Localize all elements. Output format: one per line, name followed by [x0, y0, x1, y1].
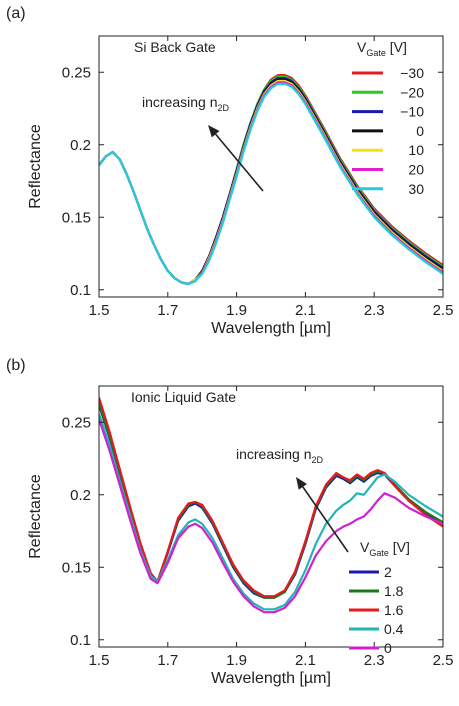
arrow-label: increasing n2D	[142, 94, 230, 113]
x-tick-label: 2.5	[433, 302, 454, 319]
legend-label: −20	[400, 84, 424, 100]
arrow-label: increasing n2D	[236, 446, 324, 465]
x-tick-label: 1.9	[226, 652, 247, 669]
legend-label: 20	[408, 162, 424, 178]
y-tick-label: 0.2	[70, 137, 91, 154]
legend-label: 0	[416, 123, 424, 139]
y-axis-label: Reflectance	[27, 124, 44, 209]
y-tick-label: 0.1	[70, 282, 91, 299]
legend-label: 1.8	[384, 583, 404, 599]
series-line-20	[99, 81, 443, 286]
chart-panel-b: 1.5 1.7 1.9 2.1 2.3 2.5 0.1 0.15 0.2 0.25 Waveleng…	[6, 357, 453, 687]
y-tick-label: 0.15	[62, 209, 91, 226]
plot-frame	[98, 35, 444, 298]
legend-title: VGate [V]	[357, 39, 407, 58]
legend-label: 30	[408, 181, 424, 197]
legend-label: 10	[408, 142, 424, 158]
y-tick-label: 0.25	[62, 64, 91, 81]
legend-title-subscript: Gate	[366, 48, 386, 58]
legend-label: 0	[384, 640, 392, 656]
legend-label: −10	[400, 104, 424, 120]
y-tick-label: 0.2	[70, 487, 91, 504]
series-line-30	[99, 82, 443, 286]
x-tick-label: 1.9	[226, 302, 247, 319]
legend-title-subscript: Gate	[369, 548, 389, 558]
arrow-shaft	[215, 133, 264, 192]
y-tick-label: 0.25	[62, 414, 91, 431]
x-tick-label: 2.3	[364, 652, 385, 669]
x-tick-label: 1.7	[157, 302, 178, 319]
series-line-10	[99, 79, 443, 286]
x-tick-label: 1.5	[89, 652, 110, 669]
arrow-shaft	[302, 486, 349, 553]
y-tick-label: 0.15	[62, 559, 91, 576]
x-axis-label: Wavelength [µm]	[211, 670, 331, 687]
gate-annotation: Si Back Gate	[134, 39, 216, 55]
panel-label: (b)	[6, 357, 26, 374]
x-tick-label: 1.5	[89, 302, 110, 319]
x-tick-label: 2.1	[295, 652, 316, 669]
series-line-0	[99, 78, 443, 286]
x-tick-label: 2.5	[433, 652, 454, 669]
arrow-head	[296, 477, 307, 490]
arrow-label-subscript: 2D	[218, 103, 230, 113]
gate-annotation: Ionic Liquid Gate	[131, 389, 236, 405]
x-axis-label: Wavelength [µm]	[211, 320, 331, 337]
chart-panel-a: 1.5 1.7 1.9 2.1 2.3 2.5 0.1 0.15 0.2 0.25 Waveleng…	[6, 5, 453, 337]
legend-label: 2	[384, 564, 392, 580]
arrow-head	[208, 125, 220, 138]
panel-label: (a)	[6, 5, 26, 22]
x-tick-label: 1.7	[157, 652, 178, 669]
legend-label: −30	[400, 65, 424, 81]
arrow-label-subscript: 2D	[312, 455, 324, 465]
x-tick-label: 2.3	[364, 302, 385, 319]
y-tick-label: 0.1	[70, 632, 91, 649]
series-line-0	[99, 418, 443, 614]
legend-label: 0.4	[384, 621, 404, 637]
x-tick-label: 2.1	[295, 302, 316, 319]
y-axis-label: Reflectance	[27, 474, 44, 559]
plot-frame	[98, 385, 444, 648]
legend-title: VGate [V]	[360, 539, 410, 558]
legend-label: 1.6	[384, 602, 404, 618]
legend-title-unit: [V]	[386, 39, 407, 55]
legend-title-unit: [V]	[389, 539, 410, 555]
series-line-0.4	[99, 413, 443, 611]
